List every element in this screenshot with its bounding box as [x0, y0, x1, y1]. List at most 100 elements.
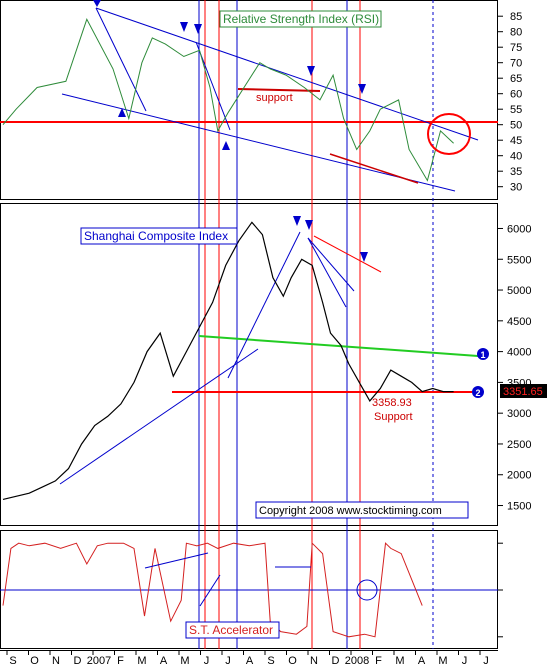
accelerator-title-box: [185, 621, 280, 639]
down-arrow-icon: [194, 24, 202, 34]
rsi-lower-trendline: [61, 93, 456, 192]
month-label: 2008: [345, 655, 369, 667]
price-title: Shanghai Composite Index: [84, 229, 228, 243]
rsi-upper-trendline: [95, 7, 479, 141]
price-tick-label: 3000: [507, 408, 531, 420]
price-tick-label: 2500: [507, 439, 531, 451]
down-arrow-icon: [307, 66, 315, 76]
accelerator-series-line: [2, 542, 423, 638]
price-title-box: [80, 227, 238, 245]
month-label: J: [225, 655, 231, 667]
rsi-highlight-circle: [427, 113, 471, 155]
price-tick-label: 4000: [507, 347, 531, 359]
marker-2-circle: [472, 386, 484, 398]
up-arrow-icon: [222, 141, 230, 150]
month-label: J: [204, 655, 210, 667]
rsi-series-line: [2, 18, 454, 182]
month-label: A: [418, 655, 426, 667]
month-label: 2007: [87, 655, 111, 667]
accelerator-trendline-2: [199, 574, 221, 607]
down-arrow-icon: [180, 22, 188, 32]
rsi-tick-label: 60: [510, 89, 522, 101]
month-label: J: [483, 655, 489, 667]
rsi-tick-label: 55: [510, 104, 522, 116]
up-arrow-icon: [118, 108, 126, 117]
rsi-panel-frame: [0, 0, 498, 200]
marker-2-label: 2: [475, 388, 480, 398]
accelerator-trendline-1: [144, 552, 209, 569]
copyright-box: [255, 501, 469, 519]
month-label: F: [375, 655, 382, 667]
price-panel-frame: [0, 203, 498, 526]
month-label: S: [267, 655, 274, 667]
price-tick-label: 5500: [507, 254, 531, 266]
month-label: N: [310, 655, 318, 667]
rsi-red-decline-line: [329, 153, 419, 184]
rsi-tick-label: 50: [510, 120, 522, 132]
price-trendlines: [59, 231, 479, 485]
down-arrow-icon: [293, 216, 301, 226]
rsi-tick-label: 30: [510, 182, 522, 194]
rsi-tick-label: 40: [510, 151, 522, 163]
price-peak-fan-2: [307, 237, 355, 292]
month-label: J: [462, 655, 468, 667]
accelerator-title: S.T. Accelerator: [189, 623, 273, 637]
copyright-text: Copyright 2008 www.stocktiming.com: [259, 505, 442, 517]
down-arrow-icon: [93, 0, 101, 7]
price-tick-label: 1500: [507, 501, 531, 513]
month-label: S: [9, 655, 16, 667]
month-label: A: [246, 655, 254, 667]
price-down-arrows: [293, 216, 368, 262]
month-label: O: [288, 655, 297, 667]
rsi-up-arrows: [118, 108, 230, 150]
accelerator-trendlines: [144, 552, 311, 607]
price-tick-label: 4500: [507, 316, 531, 328]
panel-frames: [0, 0, 498, 651]
month-label: A: [160, 655, 168, 667]
vertical-lines: [198, 0, 434, 649]
price-red-peak-line: [313, 235, 382, 273]
rsi-tick-label: 65: [510, 73, 522, 85]
rsi-tick-label: 45: [510, 135, 522, 147]
rsi-down-arrows: [93, 0, 366, 94]
x-axis-months: S O N D 2007 F M A M J J A S O N D 2008 F M A M J J: [6, 650, 489, 667]
last-value-label: 3351.65: [503, 386, 543, 398]
month-label: D: [74, 655, 82, 667]
price-tick-label: 2000: [507, 470, 531, 482]
rsi-drop-trendline-1: [95, 7, 147, 112]
month-label: N: [52, 655, 60, 667]
down-arrow-icon: [358, 84, 366, 94]
month-label: F: [117, 655, 124, 667]
support-value-label: 3358.93: [372, 397, 412, 409]
rsi-title: Relative Strength Index (RSI): [223, 12, 379, 26]
price-tick-label: 5000: [507, 285, 531, 297]
rsi-tick-label: 35: [510, 166, 522, 178]
price-green-trendline: [198, 335, 479, 357]
month-label: M: [395, 655, 404, 667]
rsi-tick-label: 80: [510, 27, 522, 39]
rsi-y-axis: 30 35 40 45 50 55 60 65 70 75 80 85: [498, 11, 522, 194]
accelerator-y-axis: [498, 542, 503, 638]
price-tick-label: 6000: [507, 223, 531, 235]
month-label: D: [332, 655, 340, 667]
rsi-support-label: support: [256, 92, 293, 104]
rsi-title-box: [219, 10, 382, 28]
rsi-support-line: [237, 88, 321, 92]
month-label: M: [137, 655, 146, 667]
month-label: O: [30, 655, 39, 667]
down-arrow-icon: [360, 252, 368, 262]
price-long-uptrend: [59, 348, 259, 485]
price-mid-uptrend: [227, 231, 301, 379]
rsi-tick-label: 85: [510, 11, 522, 23]
marker-1-circle: [477, 348, 489, 360]
last-value-box: [500, 384, 547, 398]
month-label: M: [180, 655, 189, 667]
rsi-tick-label: 70: [510, 58, 522, 70]
price-peak-fan-1: [307, 237, 347, 308]
support-text-label: Support: [374, 411, 413, 423]
month-label: M: [438, 655, 447, 667]
accelerator-highlight-circle: [356, 579, 378, 601]
marker-1-label: 1: [480, 350, 485, 360]
